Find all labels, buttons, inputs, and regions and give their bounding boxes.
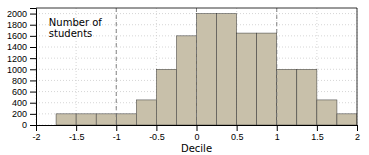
x-tick-mark [197, 125, 198, 131]
bars [56, 14, 357, 125]
y-tick: 0 [22, 120, 36, 130]
y-tick-label: 200 [12, 109, 27, 119]
x-tick-label: 1.5 [311, 132, 324, 142]
x-tick-label: 1 [275, 132, 280, 142]
y-tick-mark [30, 92, 36, 93]
y-tick: 200 [12, 109, 36, 119]
bar [237, 33, 257, 125]
x-tick-label: -2 [32, 132, 40, 142]
y-tick: 1600 [7, 31, 36, 41]
reference-lines [116, 8, 277, 125]
x-tick: -2 [32, 125, 40, 142]
y-tick-mark [30, 58, 36, 59]
bar [317, 100, 337, 125]
y-tick-label: 1200 [7, 54, 27, 64]
x-tick: 2 [355, 125, 360, 142]
y-tick-mark [30, 36, 36, 37]
y-axis-line [30, 9, 37, 126]
x-tick-label: 2 [355, 132, 360, 142]
bar [116, 114, 136, 125]
x-tick: 0.5 [231, 125, 244, 142]
y-axis-title: Number ofstudents [49, 17, 102, 39]
x-tick-mark [116, 125, 117, 131]
y-tick: 1400 [7, 42, 36, 52]
bar [96, 114, 116, 125]
bar [56, 114, 76, 125]
x-tick: 1.5 [311, 125, 324, 142]
x-tick: 1 [275, 125, 280, 142]
x-grid-line [276, 8, 277, 125]
y-tick-mark [30, 69, 36, 70]
x-tick-mark [317, 125, 318, 131]
x-grid-line [196, 8, 197, 125]
y-tick-label: 600 [12, 87, 27, 97]
y-tick-mark [30, 80, 36, 81]
bar [277, 69, 297, 125]
x-axis: -2 -1.5 -1 -0.5 0 0.5 1 1.5 2 [32, 125, 360, 142]
x-tick: -1 [113, 125, 121, 142]
y-tick: 1200 [7, 54, 36, 64]
x-tick-mark [156, 125, 157, 131]
x-tick-label: 0.5 [231, 132, 244, 142]
bar [36, 125, 56, 126]
bar [176, 36, 196, 125]
plot: -2-1.5-1-0.500.511.520200400600800100012… [7, 8, 360, 142]
y-tick-label: 400 [12, 98, 27, 108]
y-tick-mark [30, 25, 36, 26]
x-tick: 0 [194, 125, 199, 142]
y-tick-label: 1400 [7, 42, 27, 52]
reference-line [196, 8, 197, 125]
y-tick: 1000 [7, 65, 36, 75]
bar [156, 69, 176, 125]
y-tick-label: 800 [12, 76, 27, 86]
x-tick-label: -1 [113, 132, 121, 142]
bar [337, 114, 357, 125]
y-axis: 020040060080010001200 1400160018002000 [7, 9, 37, 131]
bar [76, 114, 96, 125]
x-tick-label: -1.5 [69, 132, 85, 142]
x-tick-mark [277, 125, 278, 131]
frame-top [36, 8, 357, 9]
x-grid-line [116, 8, 117, 125]
bar [197, 14, 217, 125]
frame-right [357, 8, 358, 125]
x-tick-label: 0 [194, 132, 199, 142]
x-axis-line [37, 126, 358, 132]
y-tick-mark [30, 125, 36, 126]
y-tick: 800 [12, 76, 36, 86]
y-tick: 400 [12, 98, 36, 108]
x-tick: -1.5 [69, 125, 85, 142]
grid [36, 8, 357, 125]
x-tick-label: -0.5 [149, 132, 165, 142]
y-tick-mark [30, 14, 36, 15]
y-tick-label: 1800 [7, 20, 27, 30]
y-tick-label: 1000 [7, 65, 27, 75]
reference-line [276, 8, 277, 125]
y-tick: 1800 [7, 20, 36, 30]
y-tick-mark [30, 103, 36, 104]
x-tick-mark [237, 125, 238, 131]
chart: -2-1.5-1-0.500.511.520200400600800100012… [0, 0, 369, 155]
x-grid-line [357, 8, 358, 125]
y-tick-label: 0 [22, 120, 27, 130]
y-tick-label: 2000 [7, 9, 27, 19]
reference-line [116, 8, 117, 125]
y-tick-mark [30, 114, 36, 115]
bar [257, 33, 277, 125]
y-tick: 2000 [7, 9, 36, 19]
x-tick-mark [76, 125, 77, 131]
x-axis-title: Decile [181, 143, 212, 154]
bar [136, 100, 156, 125]
x-tick: -0.5 [149, 125, 165, 142]
y-tick-mark [30, 47, 36, 48]
bar [217, 14, 237, 125]
y-tick: 600 [12, 87, 36, 97]
bar [297, 69, 317, 125]
x-tick-mark [357, 125, 358, 131]
y-tick-label: 1600 [7, 31, 27, 41]
